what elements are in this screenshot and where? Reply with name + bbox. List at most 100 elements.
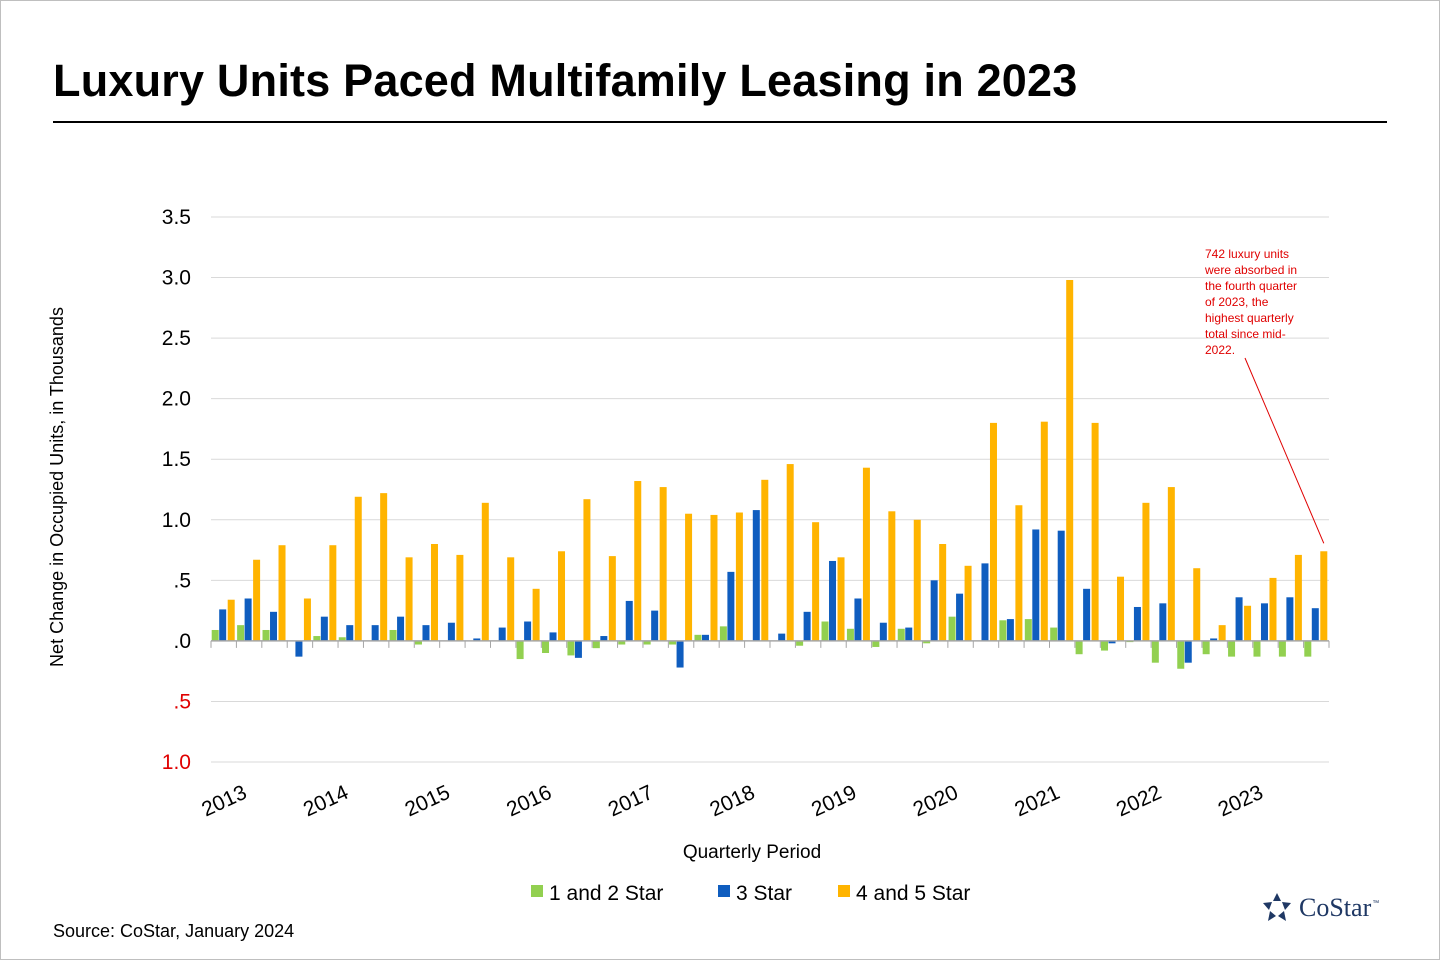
gridlines [211,216,1329,763]
annotation-line: total since mid- [1205,327,1286,341]
y-tick-label: 3.5 [162,206,191,229]
x-tick-label: 2023 [1215,781,1267,822]
bar-3-star [1210,638,1218,641]
legend-label: 3 Star [736,882,792,905]
bar-3-star [371,625,379,641]
bar-4-and-5-star [685,513,693,641]
bar-1-and-2-star [694,634,702,641]
bar-3-star [905,627,913,641]
bar-3-star [956,593,964,641]
bar-4-and-5-star [1294,554,1302,641]
bar-1-and-2-star [516,640,524,660]
bar-4-and-5-star [888,511,896,641]
bar-3-star [1235,597,1243,641]
bar-4-and-5-star [634,481,642,641]
x-axis [210,640,1330,648]
bar-1-and-2-star [1101,640,1109,651]
bar-3-star [803,611,811,641]
bar-4-and-5-star [430,544,438,641]
annotation-line: were absorbed in [1204,263,1297,277]
y-tick-label: 2.0 [162,388,191,411]
bar-1-and-2-star [999,620,1007,641]
bar-3-star [1311,608,1319,641]
bar-4-and-5-star [1167,487,1175,641]
bar-4-and-5-star [659,487,667,641]
y-tick-label: .0 [173,630,191,653]
bar-4-and-5-star [837,557,845,641]
bar-3-star [600,636,608,641]
bar-1-and-2-star [1177,640,1185,669]
bar-3-star [346,625,354,641]
bar-4-and-5-star [354,496,362,641]
bar-1-and-2-star [338,637,346,641]
bar-4-and-5-star [862,467,870,641]
bar-4-and-5-star [303,598,311,641]
costar-star-icon [1263,893,1291,921]
bar-3-star [1032,529,1040,641]
bar-1-and-2-star [542,640,550,653]
y-tick-label: 1.0 [162,509,191,532]
bar-3-star [981,563,989,641]
y-tick-label: .5 [173,569,191,592]
brand-name: CoStar [1299,893,1372,922]
bar-1-and-2-star [414,640,422,645]
bar-3-star [651,610,659,641]
x-tick-label: 2019 [808,781,860,822]
bar-3-star [1083,588,1091,641]
bar-3-star [701,634,709,641]
bar-3-star [879,622,887,641]
bar-3-star [473,638,481,641]
bar-4-and-5-star [735,512,743,641]
bar-4-and-5-star [558,551,566,641]
bar-1-and-2-star [1050,627,1058,641]
bar-4-and-5-star [1015,505,1023,641]
bar-1-and-2-star [846,628,854,641]
y-tick-label: .5 [173,690,191,713]
bar-4-and-5-star [253,559,261,641]
bar-4-and-5-star [812,522,820,641]
annotation: 742 luxury units were absorbed in the four… [1204,247,1325,544]
x-tick-label: 2016 [503,781,555,822]
bar-3-star [676,640,684,668]
y-tick-label: 3.0 [162,267,191,290]
bar-4-and-5-star [380,493,388,641]
source-note: Source: CoStar, January 2024 [53,921,295,941]
bar-3-star [1286,597,1294,641]
bar-3-star [829,560,837,641]
bar-4-and-5-star [1142,502,1150,641]
bar-1-and-2-star [1253,640,1261,657]
bar-3-star [270,611,278,641]
annotation-line: the fourth quarter [1205,279,1297,293]
bar-3-star [295,640,303,657]
bar-1-and-2-star [1202,640,1210,655]
bar-1-and-2-star [643,640,651,645]
bar-1-and-2-star [592,640,600,649]
bar-4-and-5-star [456,554,464,641]
bar-1-and-2-star [796,640,804,646]
y-tick-label: 1.0 [162,751,191,774]
x-axis-ticks: 2013 2014 2015 2016 2017 2018 2019 2020 2021 2022… [198,781,1266,822]
x-tick-label: 2022 [1113,781,1165,822]
legend: 1 and 2 Star 3 Star 4 and 5 Star [531,882,970,905]
legend-label: 4 and 5 Star [856,882,970,905]
bar-1-and-2-star [669,640,677,645]
annotation-line: 742 luxury units [1205,247,1289,261]
bar-1-and-2-star [1075,640,1083,655]
x-tick-label: 2014 [300,781,352,822]
legend-swatch [718,885,730,897]
x-tick-label: 2021 [1011,781,1063,822]
bar-3-star [1133,606,1141,641]
bar-1-and-2-star [618,640,626,645]
annotation-leader-line [1244,357,1325,544]
bar-3-star [244,598,252,641]
bar-3-star [1184,640,1192,663]
bar-3-star [397,616,405,641]
bar-3-star [1159,603,1167,641]
bar-1-and-2-star [948,616,956,641]
title-divider [53,121,1387,123]
bar-1-and-2-star [1151,640,1159,663]
bar-4-and-5-star [481,502,489,641]
bar-1-and-2-star [1024,619,1032,641]
bar-3-star [778,633,786,641]
